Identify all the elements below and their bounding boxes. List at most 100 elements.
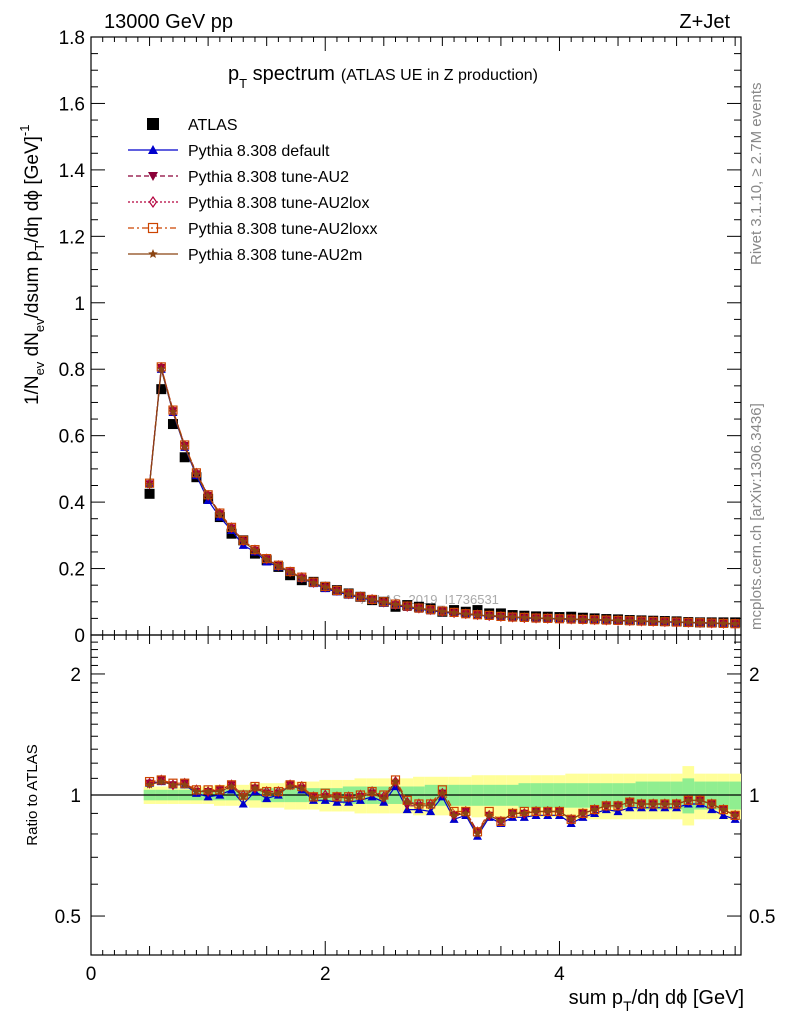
point-au2m	[484, 810, 494, 819]
point-au2m	[672, 617, 681, 626]
point-au2m	[180, 442, 189, 451]
point-au2m	[625, 797, 634, 806]
point-au2loxx	[156, 775, 166, 785]
point-au2loxx	[308, 577, 319, 587]
y-tick-label: 0.4	[59, 493, 86, 514]
mcplots-label: mcplots.cern.ch [arXiv:1306.3436]	[748, 403, 765, 630]
point-au2m	[157, 364, 166, 373]
ratio-panel: 0 2 4 0.5 0.5 1 1 2 2	[55, 37, 775, 985]
legend-marker-au2lox	[148, 195, 158, 209]
xlabel: sum pT/dη dϕ [GeV]	[569, 987, 744, 1014]
point-au2m	[215, 509, 225, 518]
ratio-y-tick-label-right: 0.5	[749, 907, 775, 928]
point-au2loxx	[320, 581, 330, 592]
point-au2m	[414, 801, 424, 810]
point-au2m	[473, 610, 482, 619]
point-au2m	[684, 617, 693, 626]
point-au2m	[660, 617, 670, 626]
point-au2m	[321, 792, 330, 801]
point-atlas	[144, 488, 155, 499]
point-au2m	[719, 618, 728, 627]
point-atlas	[156, 384, 167, 395]
point-au2m	[707, 618, 716, 627]
point-au2m	[602, 801, 611, 810]
series-line-au2lox	[149, 367, 736, 625]
point-au2loxx	[344, 792, 354, 802]
point-au2m	[192, 469, 201, 478]
point-au2m	[637, 616, 646, 625]
point-au2m	[239, 792, 248, 801]
point-au2loxx	[180, 440, 190, 450]
point-au2lox	[180, 440, 189, 452]
point-au2loxx	[308, 792, 319, 802]
point-au2lox	[309, 576, 318, 589]
point-au2m	[438, 788, 447, 797]
point-au2m	[250, 783, 260, 792]
point-au2m	[426, 605, 435, 614]
point-au2m	[262, 555, 271, 564]
point-au2loxx	[238, 535, 248, 545]
y-tick-label: 1.2	[59, 227, 85, 248]
point-au2loxx	[250, 545, 260, 555]
legend-label-au2: Pythia 8.308 tune-AU2	[188, 169, 349, 186]
legend-marker-default	[148, 145, 158, 154]
point-au2m	[496, 816, 506, 825]
header-left: 13000 GeV pp	[104, 11, 233, 33]
point-au2m	[566, 614, 576, 623]
y-tick-label: 0.2	[59, 560, 85, 581]
point-au2m	[555, 614, 564, 623]
point-au2m	[520, 613, 529, 622]
point-au2m	[496, 611, 506, 620]
point-au2m	[637, 799, 646, 808]
point-au2m	[555, 807, 564, 816]
point-au2loxx	[402, 795, 412, 805]
point-au2m	[613, 615, 623, 624]
legend-marker-au2	[148, 172, 158, 181]
point-au2m	[344, 794, 353, 803]
point-default	[238, 799, 248, 808]
point-au2m	[590, 615, 599, 624]
point-default	[426, 806, 436, 816]
point-au2m	[484, 611, 494, 620]
point-au2m	[531, 807, 541, 816]
point-au2m	[648, 799, 658, 808]
y-tick-label: 0.8	[59, 360, 85, 381]
point-au2loxx	[367, 786, 377, 797]
point-au2m	[227, 524, 236, 533]
point-au2m	[168, 780, 178, 789]
point-atlas	[179, 452, 190, 463]
point-au2lox	[192, 467, 201, 479]
point-au2m	[730, 810, 740, 819]
point-au2m	[145, 780, 154, 789]
point-au2m	[344, 589, 353, 598]
point-au2loxx	[297, 781, 307, 792]
x-tick-label: 2	[320, 964, 331, 985]
main-panel: 0 0.2 0.4 0.6 0.8 1 1.2 1.4 1.6 1.8	[59, 28, 742, 649]
legend-marker-au2m	[148, 249, 158, 258]
point-au2m	[391, 599, 400, 609]
chart-title-rest: spectrum	[247, 63, 335, 85]
point-au2m	[192, 787, 201, 796]
point-au2loxx	[180, 778, 190, 788]
point-au2m	[613, 801, 623, 810]
point-au2m	[297, 573, 307, 582]
point-au2m	[695, 618, 705, 627]
point-au2loxx	[285, 780, 295, 790]
ratio-y-tick-label-right: 1	[749, 786, 760, 807]
chart-title: pT spectrum (ATLAS UE in Z production)	[228, 63, 538, 91]
point-au2loxx	[461, 806, 471, 817]
y-tick-label: 0	[74, 626, 85, 647]
point-au2m	[438, 606, 447, 616]
point-au2m	[660, 799, 670, 808]
ratio-y-tick-label: 1	[70, 786, 81, 807]
x-tick-label: 4	[554, 964, 565, 985]
point-au2m	[719, 805, 728, 814]
chart-title-sub: T	[239, 76, 247, 91]
ratio-y-tick-label: 0.5	[55, 907, 81, 928]
point-au2lox	[169, 405, 177, 417]
point-au2m	[157, 777, 166, 786]
point-au2m	[461, 808, 471, 817]
point-au2m	[227, 782, 236, 791]
legend-label-atlas: ATLAS	[188, 117, 238, 134]
legend-marker-atlas	[147, 118, 159, 130]
